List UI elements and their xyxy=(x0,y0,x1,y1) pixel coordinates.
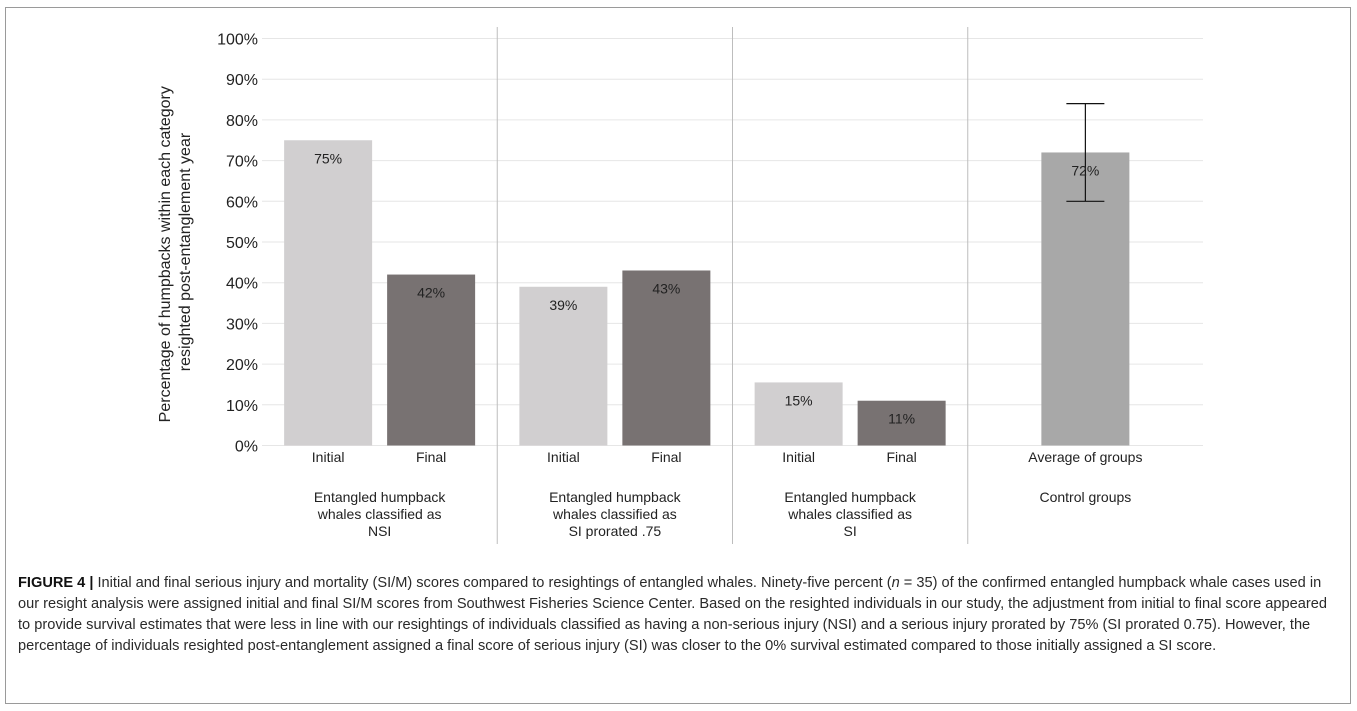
y-tick-label: 20% xyxy=(226,357,258,374)
group-label-line: whales classified as xyxy=(787,506,912,522)
figure-label: FIGURE 4 | xyxy=(18,575,93,591)
group-label-line: Entangled humpback xyxy=(784,489,917,505)
y-tick-label: 80% xyxy=(226,113,258,130)
caption-n-symbol: n xyxy=(892,575,900,591)
group-separators xyxy=(497,27,968,544)
group-label-line: SI prorated .75 xyxy=(569,523,662,539)
bar-initial xyxy=(284,140,372,445)
group-label-line: NSI xyxy=(368,523,391,539)
data-label: 39% xyxy=(549,297,577,313)
bar-chart: 0% 10% 20% 30% 40% 50% 60% 70% 80% 90% 100% 75% Init… xyxy=(0,0,1357,560)
data-label: 75% xyxy=(314,150,342,166)
group-label-line: Entangled humpback xyxy=(314,489,447,505)
y-tick-label: 10% xyxy=(226,398,258,415)
group-label-line: whales classified as xyxy=(552,506,677,522)
y-axis-label-line-2: resighted post-entanglement year xyxy=(177,132,194,371)
group-label-line: Entangled humpback xyxy=(549,489,682,505)
data-label: 72% xyxy=(1071,162,1099,178)
y-tick-label: 50% xyxy=(226,235,258,252)
y-tick-label: 0% xyxy=(235,439,258,456)
data-label: 42% xyxy=(417,285,445,301)
x-tick-label: Final xyxy=(416,449,446,465)
group-label-line: Control groups xyxy=(1039,489,1131,505)
x-tick-label: Initial xyxy=(312,449,345,465)
bars xyxy=(284,104,1129,446)
x-tick-label: Initial xyxy=(782,449,815,465)
y-tick-label: 90% xyxy=(226,72,258,89)
bar-final xyxy=(622,270,710,445)
data-label: 11% xyxy=(888,411,915,427)
y-tick-label: 40% xyxy=(226,276,258,293)
y-axis-label: Percentage of humpbacks within each cate… xyxy=(157,82,194,423)
group-label-line: SI xyxy=(844,523,857,539)
y-tick-label: 60% xyxy=(226,194,258,211)
figure-caption: FIGURE 4 | Initial and final serious inj… xyxy=(18,573,1338,657)
x-tick-label: Final xyxy=(651,449,681,465)
data-label: 43% xyxy=(652,280,680,296)
caption-text-part-1: Initial and final serious injury and mor… xyxy=(93,575,891,591)
x-tick-label: Final xyxy=(886,449,916,465)
x-tick-label: Average of groups xyxy=(1028,449,1142,465)
y-tick-label: 100% xyxy=(217,32,258,49)
x-tick-label: Initial xyxy=(547,449,580,465)
y-tick-label: 30% xyxy=(226,316,258,333)
y-tick-label: 70% xyxy=(226,154,258,171)
group-label-line: whales classified as xyxy=(317,506,442,522)
y-axis-label-line-1: Percentage of humpbacks within each cate… xyxy=(157,86,174,422)
data-label: 15% xyxy=(785,392,813,408)
